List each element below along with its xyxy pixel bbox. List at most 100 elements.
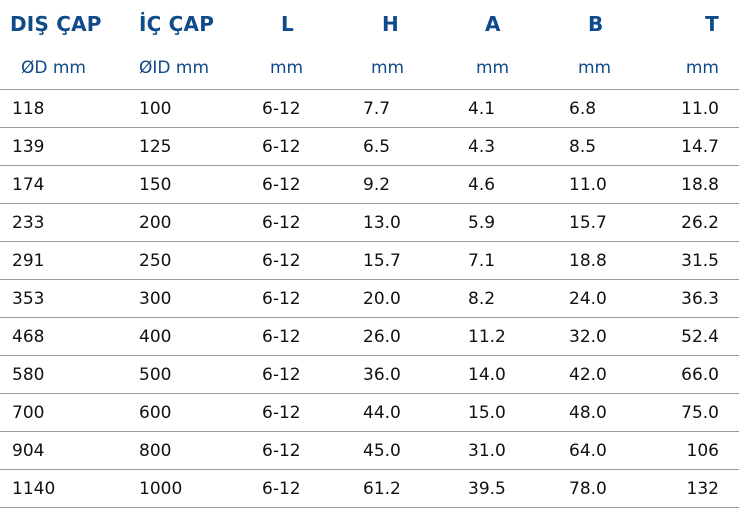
unit-h: mm [371,58,405,78]
cell-a: 15.0 [468,402,506,423]
cell-l: 6-12 [262,364,301,385]
cell-t: 132 [686,478,719,499]
cell-t: 26.2 [681,212,719,233]
unit-t: mm [685,58,719,78]
table-row: 468 400 6-12 26.0 11.2 32.0 52.4 [0,317,739,355]
cell-t: 36.3 [681,288,719,309]
cell-h: 7.7 [363,98,391,119]
cell-a: 4.6 [468,174,496,195]
cell-b: 48.0 [569,402,607,423]
cell-h: 44.0 [363,402,401,423]
cell-l: 6-12 [262,288,301,309]
cell-t: 75.0 [681,402,719,423]
cell-h: 36.0 [363,364,401,385]
cell-h: 9.2 [363,174,391,195]
cell-t: 52.4 [681,326,719,347]
cell-inner-diameter: 250 [139,250,172,271]
cell-outer-diameter: 139 [12,136,45,157]
cell-l: 6-12 [262,326,301,347]
cell-t: 14.7 [681,136,719,157]
cell-outer-diameter: 468 [12,326,45,347]
table-row: 139 125 6-12 6.5 4.3 8.5 14.7 [0,127,739,165]
cell-outer-diameter: 291 [12,250,45,271]
cell-b: 11.0 [569,174,607,195]
cell-l: 6-12 [262,478,301,499]
cell-a: 4.3 [468,136,496,157]
cell-a: 5.9 [468,212,496,233]
cell-h: 13.0 [363,212,401,233]
cell-h: 6.5 [363,136,391,157]
header-outer-diameter: DIŞ ÇAP [10,11,102,36]
cell-outer-diameter: 580 [12,364,45,385]
cell-b: 78.0 [569,478,607,499]
cell-a: 31.0 [468,440,506,461]
cell-inner-diameter: 150 [139,174,172,195]
cell-outer-diameter: 233 [12,212,45,233]
cell-outer-diameter: 118 [12,98,45,119]
unit-outer-diameter: ØD mm [21,58,86,78]
cell-h: 26.0 [363,326,401,347]
cell-inner-diameter: 800 [139,440,172,461]
cell-b: 6.8 [569,98,597,119]
cell-l: 6-12 [262,440,301,461]
header-inner-diameter: İÇ ÇAP [139,11,215,36]
cell-l: 6-12 [262,212,301,233]
cell-outer-diameter: 904 [12,440,45,461]
cell-b: 8.5 [569,136,597,157]
cell-a: 4.1 [468,98,496,119]
cell-b: 15.7 [569,212,607,233]
cell-h: 61.2 [363,478,401,499]
header-l: L [281,11,294,36]
cell-outer-diameter: 700 [12,402,45,423]
cell-l: 6-12 [262,98,301,119]
cell-t: 11.0 [681,98,719,119]
cell-a: 7.1 [468,250,496,271]
unit-row: ØD mm ØID mm mm mm mm mm mm [0,47,739,89]
header-b: B [588,11,604,36]
table-row: 353 300 6-12 20.0 8.2 24.0 36.3 [0,279,739,317]
cell-a: 39.5 [468,478,506,499]
table-row: 1140 1000 6-12 61.2 39.5 78.0 132 [0,469,739,508]
cell-t: 31.5 [681,250,719,271]
cell-a: 8.2 [468,288,496,309]
table-row: 904 800 6-12 45.0 31.0 64.0 106 [0,431,739,469]
cell-t: 106 [686,440,719,461]
cell-h: 15.7 [363,250,401,271]
cell-inner-diameter: 400 [139,326,172,347]
cell-t: 18.8 [681,174,719,195]
cell-l: 6-12 [262,402,301,423]
cell-b: 18.8 [569,250,607,271]
cell-b: 42.0 [569,364,607,385]
unit-b: mm [578,58,612,78]
cell-outer-diameter: 174 [12,174,45,195]
cell-t: 66.0 [681,364,719,385]
cell-h: 45.0 [363,440,401,461]
cell-b: 24.0 [569,288,607,309]
cell-inner-diameter: 300 [139,288,172,309]
header-a: A [485,11,501,36]
cell-inner-diameter: 500 [139,364,172,385]
table-body: 118 100 6-12 7.7 4.1 6.8 11.0 139 125 6-12 6.5 4.3 8… [0,89,739,508]
unit-a: mm [476,58,510,78]
cell-outer-diameter: 1140 [12,478,56,499]
cell-inner-diameter: 1000 [139,478,183,499]
cell-b: 32.0 [569,326,607,347]
cell-b: 64.0 [569,440,607,461]
unit-l: mm [270,58,304,78]
table-row: 580 500 6-12 36.0 14.0 42.0 66.0 [0,355,739,393]
cell-h: 20.0 [363,288,401,309]
cell-l: 6-12 [262,136,301,157]
header-h: H [382,11,399,36]
cell-l: 6-12 [262,174,301,195]
unit-inner-diameter: ØID mm [139,58,210,78]
cell-l: 6-12 [262,250,301,271]
cell-a: 14.0 [468,364,506,385]
cell-inner-diameter: 125 [139,136,172,157]
header-t: T [705,11,719,36]
cell-inner-diameter: 100 [139,98,172,119]
cell-inner-diameter: 200 [139,212,172,233]
table-row: 118 100 6-12 7.7 4.1 6.8 11.0 [0,89,739,127]
table-row: 291 250 6-12 15.7 7.1 18.8 31.5 [0,241,739,279]
cell-inner-diameter: 600 [139,402,172,423]
